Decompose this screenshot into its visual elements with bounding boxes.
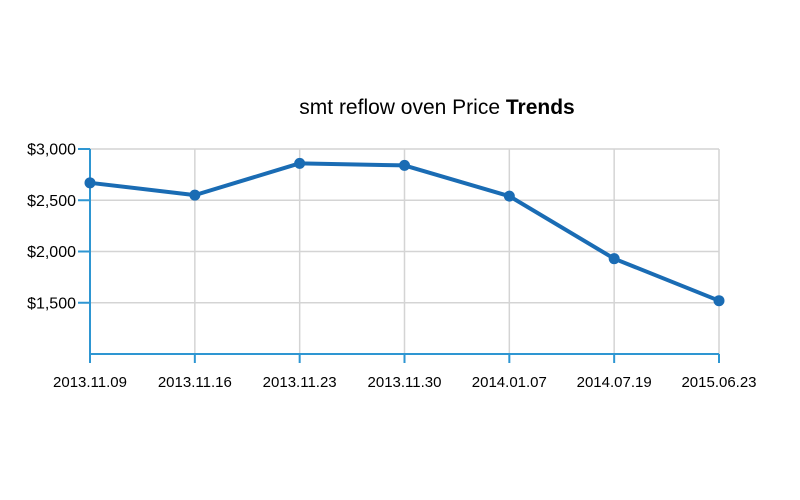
- data-point: [84, 177, 96, 189]
- chart-title-regular: smt reflow oven Price: [299, 96, 506, 119]
- x-axis-label: 2014.01.07: [472, 374, 547, 391]
- x-axis-label: 2013.11.16: [158, 374, 232, 391]
- data-point: [713, 295, 725, 307]
- chart-title: smt reflow oven Price Trends: [299, 95, 574, 120]
- y-axis-label: $2,500: [27, 193, 76, 210]
- y-axis-label: $1,500: [27, 295, 76, 312]
- data-point: [189, 189, 201, 201]
- data-point: [608, 253, 620, 265]
- y-axis-label: $3,000: [27, 142, 76, 159]
- x-axis-label: 2014.07.19: [577, 374, 652, 391]
- data-point: [399, 159, 410, 171]
- x-axis-label: 2013.11.23: [263, 374, 337, 391]
- data-point: [294, 157, 306, 169]
- data-point: [503, 190, 515, 202]
- x-axis-label: 2013.11.30: [368, 374, 442, 391]
- x-axis-label: 2015.06.23: [681, 374, 756, 391]
- x-axis-label: 2013.11.09: [53, 374, 127, 391]
- y-axis-label: $2,000: [27, 244, 76, 261]
- chart-title-bold: Trends: [505, 96, 575, 119]
